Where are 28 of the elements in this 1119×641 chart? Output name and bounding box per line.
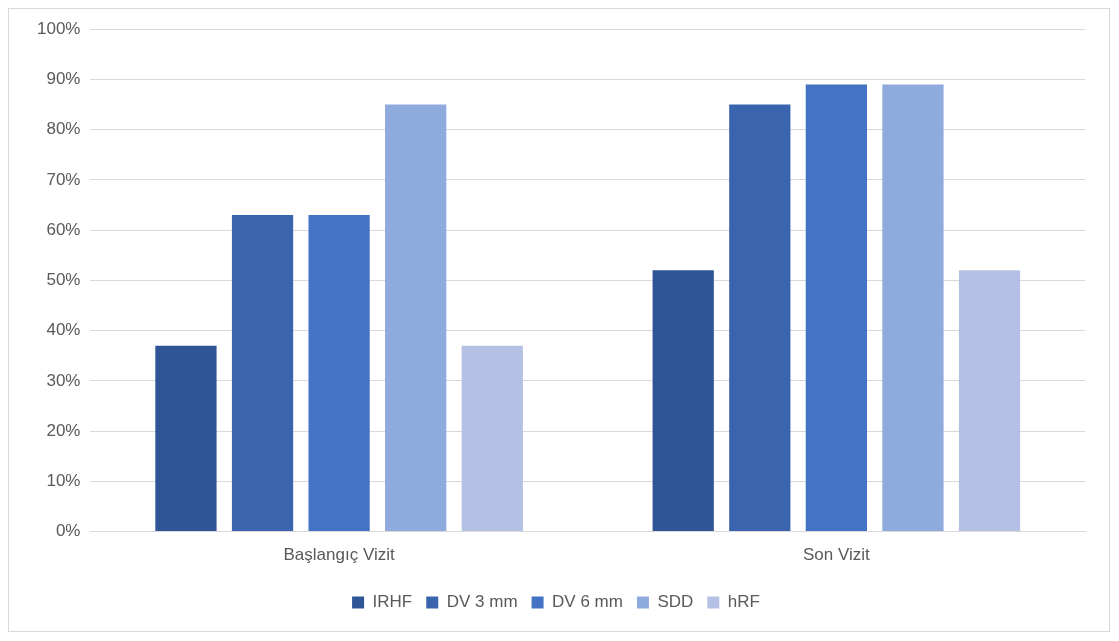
bar — [308, 215, 370, 532]
y-tick-label: 10% — [46, 471, 81, 491]
y-tick-label: 100% — [37, 18, 81, 38]
legend-label: IRHF — [372, 592, 413, 612]
y-tick-label: 40% — [46, 320, 81, 340]
bar — [958, 270, 1021, 532]
y-tick-label: 80% — [46, 119, 81, 139]
bar — [652, 270, 714, 532]
legend-label: DV 3 mm — [446, 592, 518, 612]
y-tick-label: 20% — [46, 420, 81, 440]
bar — [805, 84, 867, 532]
x-tick-label: Başlangıç Vizit — [283, 545, 395, 565]
bar — [231, 215, 294, 532]
x-tick-label: Son Vizit — [802, 545, 871, 565]
y-tick-label: 0% — [55, 521, 81, 541]
bar — [882, 84, 944, 532]
legend-label: DV 6 mm — [552, 592, 623, 612]
legend-label: SDD — [657, 592, 694, 612]
y-tick-label: 90% — [46, 69, 81, 89]
y-tick-label: 60% — [46, 219, 81, 239]
bar — [729, 104, 791, 532]
legend-label: hRF — [727, 592, 760, 612]
bar — [385, 104, 447, 532]
bar — [155, 345, 217, 532]
y-tick-label: 30% — [46, 370, 81, 390]
bar — [461, 345, 523, 532]
y-tick-label: 70% — [46, 169, 81, 189]
y-tick-label: 50% — [46, 270, 81, 290]
